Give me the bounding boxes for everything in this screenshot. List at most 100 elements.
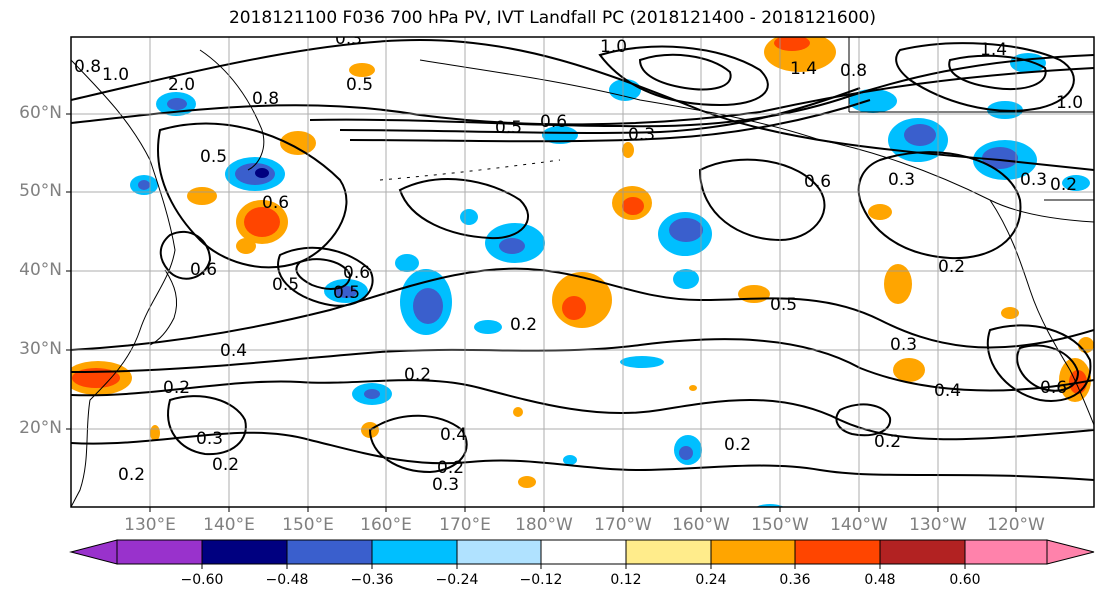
colorbar-tick-label: 0.48 <box>864 572 896 588</box>
contour-label: 0.5 <box>346 75 373 95</box>
colorbar-segment <box>625 539 712 565</box>
contour-label: 0.6 <box>262 193 289 213</box>
contour-label: 0.3 <box>1020 170 1047 190</box>
shade-red <box>622 197 644 215</box>
contour-label: 0.5 <box>272 275 299 295</box>
contour-label: 0.3 <box>888 170 915 190</box>
contour-label: 0.2 <box>510 315 537 335</box>
colorbar-segment <box>964 539 1048 565</box>
shade-orange <box>622 142 634 158</box>
lon-label-120w: 120°W <box>987 515 1045 535</box>
shade-darkblue <box>982 147 1018 169</box>
shade-orange <box>893 358 925 382</box>
contour-label: 0.2 <box>163 378 190 398</box>
shade-orange <box>1078 337 1094 353</box>
shade-blue <box>542 126 578 144</box>
contour-label: 0.3 <box>890 335 917 355</box>
colorbar-segment <box>371 539 458 565</box>
colorbar-segment <box>456 539 542 565</box>
contour-label: 0.6 <box>804 172 831 192</box>
contour-line <box>948 54 1047 90</box>
contour-line <box>895 42 1075 112</box>
colorbar-segment <box>286 539 373 565</box>
coastline-kamchatka <box>199 49 265 171</box>
lat-label-40n: 40°N <box>19 260 62 280</box>
shade-orange <box>868 204 892 220</box>
colorbar-extend-low <box>69 539 118 565</box>
shade-orange <box>884 264 912 304</box>
lon-label-170w: 170°W <box>594 515 652 535</box>
shade-orange <box>150 425 160 441</box>
shade-red <box>562 296 586 320</box>
contour-label: 1.0 <box>600 37 627 57</box>
border-lines <box>848 37 1094 201</box>
contour-line <box>398 178 530 240</box>
shade-red <box>774 37 810 51</box>
shade-orange <box>187 187 217 205</box>
shade-darkblue <box>364 389 380 399</box>
shade-orange <box>738 285 770 303</box>
contour-label: 0.5 <box>770 295 797 315</box>
contour-label: 0.3 <box>196 429 223 449</box>
lon-label-170e: 170°E <box>439 515 491 535</box>
colorbar-tick-label: 0.36 <box>779 572 811 588</box>
contour-label: 0.3 <box>628 125 655 145</box>
contour-line <box>698 158 826 242</box>
shade-orange <box>513 407 523 417</box>
shade-darkblue <box>138 180 150 190</box>
colorbar-tick-label: −0.36 <box>350 572 394 588</box>
shade-blue <box>474 320 502 334</box>
lat-label-60n: 60°N <box>19 103 62 123</box>
shade-navy <box>255 168 269 178</box>
shade-orange <box>280 131 316 155</box>
contour-label: 0.3 <box>432 475 459 495</box>
colorbar-tick-label: −0.12 <box>519 572 563 588</box>
contour-label: 0.6 <box>190 260 217 280</box>
contour-label: 0.2 <box>1050 175 1077 195</box>
contour-label: 2.0 <box>168 75 195 95</box>
colorbar-extend-high <box>1046 539 1095 565</box>
shade-blue <box>395 254 419 272</box>
shade-blue <box>673 269 699 289</box>
lat-label-20n: 20°N <box>19 418 62 438</box>
contour-label: 0.2 <box>938 257 965 277</box>
contour-label: 0.4 <box>440 425 467 445</box>
map-title: 2018121100 F036 700 hPa PV, IVT Landfall… <box>228 8 876 28</box>
colorbar-segment <box>879 539 966 565</box>
shade-blue <box>460 209 478 225</box>
shade-darkblue <box>904 124 936 146</box>
contour-label: 0.2 <box>118 465 145 485</box>
colorbar-tick-label: 0.12 <box>610 572 642 588</box>
shade-red <box>244 207 280 237</box>
shade-blue <box>849 89 897 113</box>
shade-orange <box>1001 307 1019 319</box>
shade-orange <box>689 385 697 391</box>
coastline-alaska <box>419 59 1094 223</box>
contour-line <box>309 54 1094 128</box>
lon-label-150w: 150°W <box>751 515 809 535</box>
contour-line <box>598 45 769 107</box>
coastlines <box>71 49 1094 507</box>
colorbar-tick-label: 0.24 <box>695 572 727 588</box>
contour-label: 0.4 <box>220 341 247 361</box>
contour-label: 0.6 <box>1040 378 1067 398</box>
contour-label: 1.4 <box>980 40 1007 60</box>
shade-red <box>72 368 120 388</box>
contour-label: 0.8 <box>252 89 279 109</box>
contour-line <box>638 53 732 91</box>
contour-label: 0.8 <box>840 61 867 81</box>
lon-label-130e: 130°E <box>124 515 176 535</box>
contour-label: 1.0 <box>1056 93 1083 113</box>
contour-label: 0.4 <box>934 381 961 401</box>
contour-label: 0.6 <box>343 263 370 283</box>
gridlines <box>71 37 1094 507</box>
contour-line <box>71 267 1094 351</box>
lat-label-50n: 50°N <box>19 181 62 201</box>
contour-line <box>1016 344 1080 392</box>
contour-label: 0.5 <box>495 118 522 138</box>
lon-label-130w: 130°W <box>909 515 967 535</box>
colorbar-segment <box>116 539 203 565</box>
contour-line <box>71 67 1094 126</box>
colorbar-segment <box>710 539 796 565</box>
